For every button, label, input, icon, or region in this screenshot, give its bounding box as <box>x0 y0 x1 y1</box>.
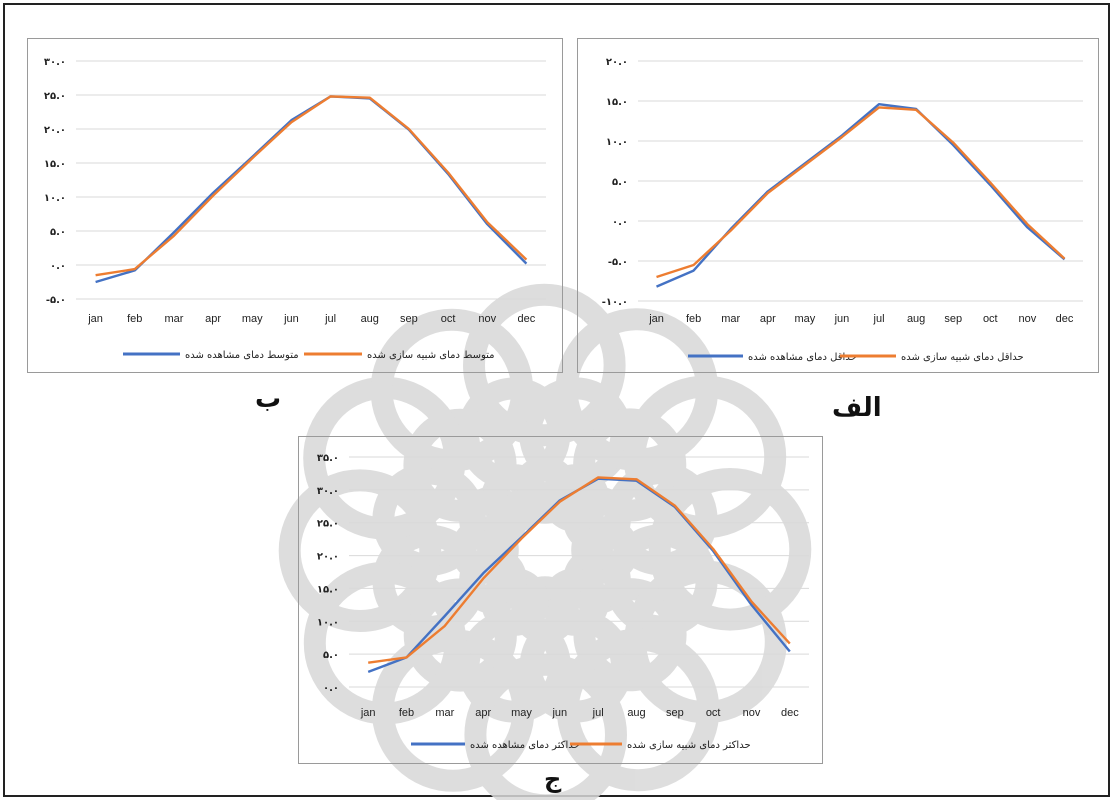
legend-label: حداقل دمای شبیه سازی شده <box>901 352 1024 363</box>
x-tick-label: oct <box>706 707 721 719</box>
series-line-simulated <box>95 95 528 277</box>
panel-label-a: الف <box>832 393 882 423</box>
x-tick-label: feb <box>399 707 414 719</box>
x-tick-label: may <box>242 313 263 325</box>
y-tick-label: ۱۵.۰ <box>606 97 628 108</box>
legend-label: حداقل دمای مشاهده شده <box>748 352 857 363</box>
x-tick-label: sep <box>666 707 684 719</box>
x-tick-label: sep <box>944 313 962 325</box>
panel-label-c: ج <box>544 765 562 793</box>
y-tick-label: ۳۰.۰ <box>317 486 339 497</box>
y-tick-label: ۰.۰ <box>50 261 66 272</box>
y-tick-label: ۲۵.۰ <box>317 519 339 530</box>
x-tick-label: jun <box>834 313 850 325</box>
y-tick-label: ۰.۰ <box>612 217 628 228</box>
chart-panel-mean-temp: -۵.۰ ۰.۰ ۵.۰ ۱۰.۰ ۱۵.۰ ۲۰.۰ ۲۵.۰ ۳۰.۰ jan feb mar a… <box>27 38 563 373</box>
x-tick-label: dec <box>781 707 799 719</box>
x-tick-label: aug <box>907 313 925 325</box>
x-tick-label: jan <box>360 707 376 719</box>
x-tick-label: oct <box>983 313 998 325</box>
y-tick-label: ۳۰.۰ <box>44 57 66 68</box>
x-tick-label: may <box>511 707 532 719</box>
y-tick-label: ۲۰.۰ <box>317 552 339 563</box>
y-tick-label: ۵.۰ <box>323 650 339 661</box>
y-tick-label: -۵.۰ <box>608 257 628 268</box>
x-tick-label: mar <box>164 313 183 325</box>
y-tick-label: -۵.۰ <box>46 295 66 306</box>
x-tick-label: oct <box>441 313 456 325</box>
y-tick-label: ۰.۰ <box>323 683 339 694</box>
y-tick-label: ۱۵.۰ <box>317 584 339 595</box>
y-tick-label: ۱۰.۰ <box>44 193 66 204</box>
x-tick-label: mar <box>435 707 454 719</box>
chart-panel-max-temp: ۰.۰ ۵.۰ ۱۰.۰ ۱۵.۰ ۲۰.۰ ۲۵.۰ ۳۰.۰ ۳۵.۰ jan feb mar a… <box>298 436 823 764</box>
chart-svg-a: -۱۰.۰ -۵.۰ ۰.۰ ۵.۰ ۱۰.۰ ۱۵.۰ ۲۰.۰ jan feb mar apr m… <box>602 57 1083 363</box>
x-tick-label: jan <box>87 313 103 325</box>
legend-label: متوسط دمای مشاهده شده <box>185 350 299 361</box>
x-tick-label: aug <box>361 313 379 325</box>
y-tick-label: ۱۵.۰ <box>44 159 66 170</box>
y-tick-label: ۳۵.۰ <box>317 453 339 464</box>
x-tick-label: apr <box>475 707 491 719</box>
x-tick-label: aug <box>627 707 645 719</box>
x-tick-label: jun <box>551 707 567 719</box>
x-tick-label: mar <box>721 313 740 325</box>
y-tick-label: ۲۵.۰ <box>44 91 66 102</box>
y-tick-label: ۲۰.۰ <box>44 125 66 136</box>
x-tick-label: jul <box>592 707 604 719</box>
series-line-simulated <box>368 476 791 664</box>
y-tick-label: ۲۰.۰ <box>606 57 628 68</box>
x-tick-label: nov <box>1019 313 1037 325</box>
legend-label: حداکثر دمای شبیه سازی شده <box>627 740 751 751</box>
x-tick-label: may <box>794 313 815 325</box>
y-tick-label: ۵.۰ <box>612 177 628 188</box>
series-line-observed <box>367 477 791 674</box>
legend-label: متوسط دمای شبیه سازی شده <box>367 350 495 361</box>
chart-svg-b: -۵.۰ ۰.۰ ۵.۰ ۱۰.۰ ۱۵.۰ ۲۰.۰ ۲۵.۰ ۳۰.۰ jan feb mar a… <box>44 57 546 361</box>
series-line-simulated <box>656 106 1066 279</box>
x-tick-label: jan <box>648 313 664 325</box>
x-tick-label: nov <box>743 707 761 719</box>
x-tick-label: jul <box>324 313 336 325</box>
x-tick-label: dec <box>1056 313 1074 325</box>
y-tick-label: ۱۰.۰ <box>606 137 628 148</box>
y-tick-label: ۱۰.۰ <box>317 617 339 628</box>
y-tick-label: ۵.۰ <box>50 227 66 238</box>
x-tick-label: jul <box>873 313 885 325</box>
x-tick-label: feb <box>686 313 701 325</box>
x-tick-label: nov <box>478 313 496 325</box>
y-tick-label: -۱۰.۰ <box>602 297 628 308</box>
chart-svg-c: ۰.۰ ۵.۰ ۱۰.۰ ۱۵.۰ ۲۰.۰ ۲۵.۰ ۳۰.۰ ۳۵.۰ jan feb mar a… <box>317 453 809 751</box>
x-tick-label: sep <box>400 313 418 325</box>
x-tick-label: apr <box>205 313 221 325</box>
legend-label: حداکثر دمای مشاهده شده <box>470 740 580 751</box>
panel-label-b: ب <box>255 384 282 414</box>
chart-panel-min-temp: -۱۰.۰ -۵.۰ ۰.۰ ۵.۰ ۱۰.۰ ۱۵.۰ ۲۰.۰ jan feb mar apr m… <box>577 38 1099 373</box>
x-tick-label: feb <box>127 313 142 325</box>
x-tick-label: apr <box>760 313 776 325</box>
x-tick-label: jun <box>283 313 299 325</box>
x-tick-label: dec <box>518 313 536 325</box>
